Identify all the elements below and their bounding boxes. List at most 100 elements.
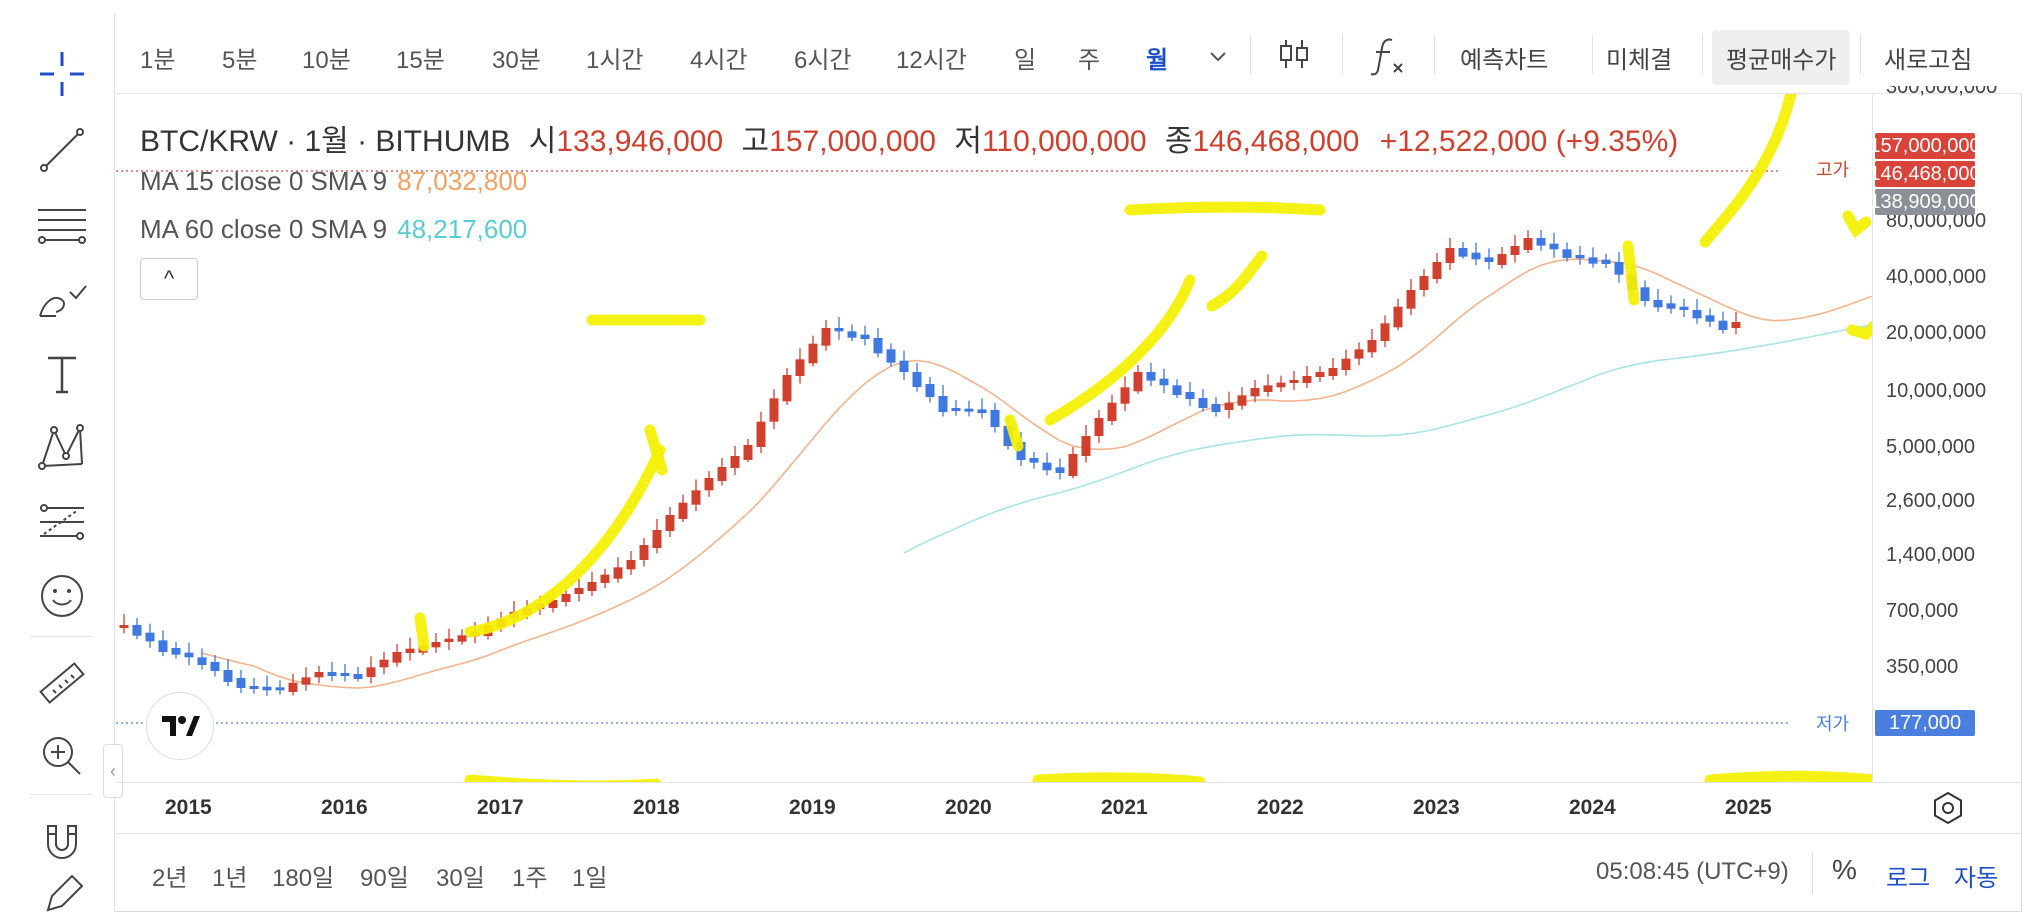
legend-collapse-button[interactable]: ^ bbox=[140, 258, 198, 300]
year-tick: 2018 bbox=[633, 796, 680, 819]
price-tick: 20,000,000 bbox=[1886, 322, 1987, 344]
timeframe-dropdown[interactable] bbox=[1206, 44, 1230, 73]
year-tick: 2016 bbox=[321, 796, 368, 819]
refresh-button[interactable]: 새로고침 bbox=[1884, 47, 1973, 74]
candle-body bbox=[769, 398, 779, 422]
candle-body bbox=[145, 632, 155, 642]
price-tick: 80,000,000 bbox=[1886, 210, 1987, 232]
candle-body bbox=[1536, 238, 1546, 246]
indicators-button[interactable] bbox=[1366, 34, 1410, 83]
candle-body bbox=[704, 478, 714, 491]
time-axis[interactable] bbox=[116, 782, 2022, 834]
low-value: 110,000,000 bbox=[981, 125, 1147, 158]
range-2y[interactable]: 2년 bbox=[152, 865, 188, 892]
candle-body bbox=[587, 582, 597, 591]
unfilled-orders-button[interactable]: 미체결 bbox=[1606, 47, 1673, 74]
magnet-tool[interactable] bbox=[8, 812, 115, 872]
candle-body bbox=[379, 659, 389, 668]
text-icon bbox=[47, 356, 76, 394]
ma15-legend[interactable]: MA 15 close 0 SMA 9 87,032,800 bbox=[140, 166, 527, 197]
candle-body bbox=[1666, 303, 1676, 309]
price-axis[interactable] bbox=[1872, 94, 2022, 782]
range-1y[interactable]: 1년 bbox=[212, 865, 248, 892]
candle-body bbox=[1510, 246, 1520, 255]
crosshair-tool[interactable] bbox=[8, 44, 115, 104]
range-90d[interactable]: 90일 bbox=[360, 865, 409, 892]
year-tick: 2019 bbox=[789, 796, 836, 819]
emoji-tool[interactable] bbox=[8, 566, 115, 626]
timeframe-15m[interactable]: 15분 bbox=[396, 47, 445, 74]
candle-body bbox=[964, 408, 974, 412]
drawing-lock-tool[interactable] bbox=[8, 872, 115, 912]
timeframe-month[interactable]: 월 bbox=[1146, 47, 1169, 74]
zoom-tool[interactable] bbox=[8, 726, 115, 786]
candle-body bbox=[431, 642, 441, 648]
chart-settings-icon[interactable] bbox=[1930, 790, 1966, 826]
candle-body bbox=[1094, 418, 1104, 436]
timeframe-6h[interactable]: 6시간 bbox=[794, 47, 852, 74]
candle-body bbox=[1107, 402, 1117, 421]
candle-body bbox=[691, 490, 701, 505]
horizontal-lines-tool[interactable] bbox=[8, 194, 115, 254]
candle-body bbox=[1705, 315, 1715, 322]
timeframe-1h[interactable]: 1시간 bbox=[586, 47, 644, 74]
candle-body bbox=[548, 600, 558, 608]
price-tick: 2,600,000 bbox=[1886, 490, 1975, 512]
pencil-lock-icon bbox=[46, 874, 83, 912]
candle-body bbox=[873, 338, 883, 354]
candle-body bbox=[327, 672, 337, 676]
log-scale-toggle[interactable]: 로그 bbox=[1886, 865, 1931, 892]
tradingview-logo[interactable] bbox=[146, 692, 214, 760]
timeframe-12h[interactable]: 12시간 bbox=[896, 47, 967, 74]
brush-tool[interactable] bbox=[8, 270, 115, 330]
clock-readout[interactable]: 05:08:45 (UTC+9) bbox=[1596, 858, 1789, 885]
range-1w[interactable]: 1주 bbox=[512, 865, 548, 892]
pattern-icon bbox=[37, 424, 84, 470]
candle-body bbox=[834, 328, 844, 332]
range-1d[interactable]: 1일 bbox=[572, 865, 608, 892]
price-tick: 40,000,000 bbox=[1886, 266, 1987, 288]
toolbar-collapse-handle[interactable]: ‹ bbox=[103, 744, 123, 798]
brush-icon bbox=[38, 285, 87, 317]
trend-line-icon bbox=[39, 128, 84, 172]
chart-type-button[interactable] bbox=[1274, 34, 1314, 79]
avg-buy-price-button[interactable]: 평균매수가 bbox=[1712, 30, 1851, 85]
timeframe-1m[interactable]: 1분 bbox=[140, 47, 176, 74]
ruler-tool[interactable] bbox=[8, 654, 115, 714]
timeframe-4h[interactable]: 4시간 bbox=[690, 47, 748, 74]
ma60-line bbox=[903, 324, 1872, 554]
candle-body bbox=[1237, 395, 1247, 406]
ma60-legend[interactable]: MA 60 close 0 SMA 9 48,217,600 bbox=[140, 214, 527, 245]
timeframe-30m[interactable]: 30분 bbox=[492, 47, 541, 74]
candle-body bbox=[119, 625, 129, 628]
timeframe-week[interactable]: 주 bbox=[1078, 47, 1101, 74]
candle-body bbox=[314, 672, 324, 678]
chart-pane[interactable] bbox=[116, 94, 1872, 782]
ma15-value: 87,032,800 bbox=[397, 166, 528, 196]
pattern-tool[interactable] bbox=[8, 418, 115, 478]
fib-tool[interactable] bbox=[8, 492, 115, 552]
candle-body bbox=[288, 682, 298, 692]
timeframe-5m[interactable]: 5분 bbox=[222, 47, 258, 74]
candle-body bbox=[613, 567, 623, 579]
price-tick: 350,000 bbox=[1886, 656, 1959, 678]
crosshair-icon bbox=[39, 52, 84, 96]
trend-line-tool[interactable] bbox=[8, 120, 115, 180]
highlight-annotation bbox=[1846, 320, 1872, 341]
candle-body bbox=[678, 502, 688, 519]
percent-scale-toggle[interactable]: % bbox=[1832, 854, 1857, 885]
candle-body bbox=[639, 545, 649, 560]
close-value: 146,468,000 bbox=[1192, 125, 1360, 158]
range-30d[interactable]: 30일 bbox=[436, 865, 485, 892]
range-180d[interactable]: 180일 bbox=[272, 865, 335, 892]
candle-body bbox=[184, 652, 194, 658]
auto-scale-toggle[interactable]: 자동 bbox=[1954, 865, 1999, 892]
timeframe-10m[interactable]: 10분 bbox=[302, 47, 351, 74]
timeframe-day[interactable]: 일 bbox=[1014, 47, 1037, 74]
highlight-annotation bbox=[1004, 414, 1024, 452]
low-price-badge: 177,000 bbox=[1875, 710, 1975, 736]
year-tick: 2021 bbox=[1101, 796, 1148, 819]
candle-body bbox=[665, 515, 675, 531]
text-tool[interactable] bbox=[8, 344, 115, 404]
forecast-chart-button[interactable]: 예측차트 bbox=[1460, 47, 1549, 74]
